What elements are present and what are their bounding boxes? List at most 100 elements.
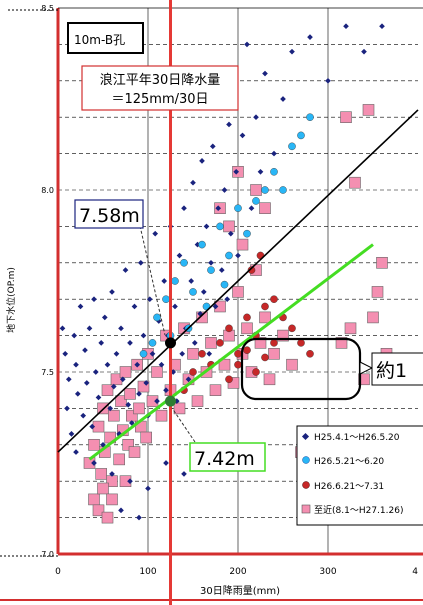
data-point-circle <box>252 368 260 376</box>
data-point-diamond <box>325 77 331 84</box>
data-point-diamond <box>191 340 198 346</box>
data-point-diamond <box>134 361 141 368</box>
data-point-square <box>362 104 375 116</box>
data-point-diamond <box>73 449 79 455</box>
data-point-circle <box>216 339 224 347</box>
data-point-diamond <box>149 350 156 357</box>
data-point-diamond <box>131 303 138 310</box>
data-point-circle <box>220 280 229 289</box>
data-point-square <box>151 366 163 378</box>
legend-item-3: H26.6.21～7.31 <box>302 481 384 492</box>
data-point-circle <box>198 349 206 358</box>
data-point-circle <box>288 142 296 151</box>
data-point-circle <box>207 266 215 274</box>
data-point-square <box>128 446 141 458</box>
data-point-square <box>113 453 125 466</box>
data-point-diamond <box>71 332 78 339</box>
data-point-square <box>97 482 109 495</box>
data-point-diamond <box>91 296 97 303</box>
data-point-diamond <box>146 296 153 303</box>
data-point-diamond <box>185 376 192 383</box>
data-point-diamond <box>152 230 159 237</box>
normal-rain-label-line2: ＝125mm/30日 <box>111 92 208 107</box>
data-point-circle <box>148 339 157 347</box>
data-point-diamond <box>101 314 108 321</box>
data-point-circle <box>247 266 256 274</box>
data-point-circle <box>180 258 188 267</box>
data-point-circle <box>297 339 305 347</box>
legend-label-2: H26.5.21～6.20 <box>314 457 384 467</box>
data-point-diamond <box>154 398 160 404</box>
data-point-diamond <box>92 369 99 375</box>
data-point-diamond <box>226 121 232 128</box>
data-point-square <box>263 373 276 386</box>
data-point-diamond <box>64 405 70 412</box>
data-point-square <box>349 176 361 189</box>
data-point-diamond <box>218 267 225 273</box>
data-point-circle <box>234 204 242 212</box>
data-point-diamond <box>215 205 222 212</box>
data-point-circle <box>243 313 251 322</box>
data-point-circle <box>270 295 278 304</box>
data-point-diamond <box>104 361 111 368</box>
y-tick-label: 8.0 <box>41 186 54 195</box>
data-point-circle <box>189 288 197 296</box>
data-point-diamond <box>127 478 133 485</box>
data-point-square <box>119 366 132 378</box>
data-point-square <box>140 431 152 444</box>
data-point-circle <box>198 240 206 249</box>
marker-upper <box>165 337 176 349</box>
data-point-diamond <box>89 423 96 430</box>
data-point-diamond <box>163 460 169 466</box>
bracket-region: 約1 <box>240 337 423 401</box>
data-point-diamond <box>161 278 168 284</box>
data-point-diamond <box>343 23 349 30</box>
data-point-circle <box>261 353 269 362</box>
data-point-diamond <box>145 485 151 492</box>
data-point-diamond <box>181 471 187 477</box>
data-point-diamond <box>109 471 115 477</box>
data-point-square <box>223 220 235 233</box>
data-point-circle <box>261 186 269 194</box>
data-point-diamond <box>73 361 79 368</box>
data-point-square <box>335 337 348 349</box>
data-point-square <box>286 358 298 371</box>
data-point-square <box>173 402 186 415</box>
legend-item-4: 至近(8.1～H27.1.26) <box>301 504 403 516</box>
data-point-square <box>254 337 267 349</box>
data-point-square <box>209 384 222 397</box>
data-point-square <box>137 380 150 393</box>
data-point-circle <box>234 360 242 369</box>
data-point-circle <box>243 346 251 354</box>
data-point-square <box>124 388 136 400</box>
normal-rain-label-line1: 浪江平年30日降水量 <box>100 73 221 88</box>
data-point-square <box>88 438 100 451</box>
data-point-diamond <box>209 143 216 150</box>
data-point-diamond <box>212 303 219 310</box>
data-point-square <box>268 347 280 360</box>
data-point-square <box>101 511 114 524</box>
data-point-square <box>88 493 100 506</box>
data-point-square <box>155 409 168 422</box>
callout-lower-text: 7.42m <box>194 448 255 470</box>
legend-label-1: H25.4.1～H26.5.20 <box>314 433 400 443</box>
legend-label-4: 至近(8.1～H27.1.26) <box>314 504 403 516</box>
data-point-diamond <box>82 347 88 353</box>
data-point-diamond <box>127 340 133 346</box>
data-point-diamond <box>262 70 268 77</box>
data-point-diamond <box>83 380 90 386</box>
data-point-square <box>259 311 271 324</box>
data-point-diamond <box>77 303 84 310</box>
data-point-diamond <box>118 507 124 514</box>
data-point-square <box>101 384 114 397</box>
data-point-diamond <box>221 187 228 193</box>
data-point-diamond <box>227 230 234 237</box>
data-point-diamond <box>118 325 124 332</box>
data-point-square <box>205 337 217 349</box>
data-point-square <box>376 256 388 269</box>
data-point-diamond <box>176 252 183 259</box>
data-point-square <box>191 395 204 407</box>
trend-line-all <box>57 109 419 453</box>
data-point-square <box>344 322 357 335</box>
data-point-diamond <box>271 150 277 157</box>
